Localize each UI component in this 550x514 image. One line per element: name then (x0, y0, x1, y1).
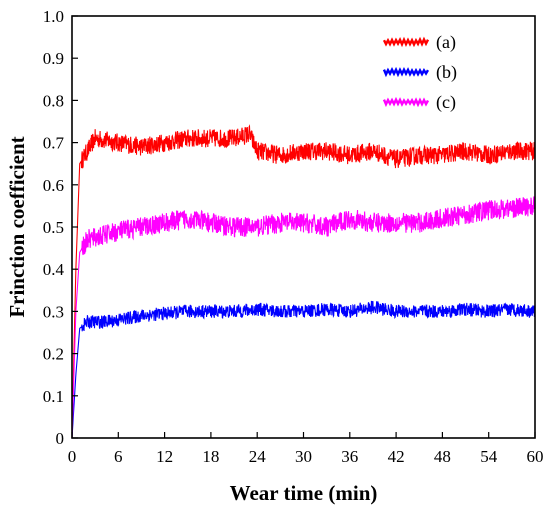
x-tick-label: 60 (527, 447, 544, 466)
x-tick-label: 30 (295, 447, 312, 466)
x-tick-label: 0 (68, 447, 77, 466)
y-tick-label: 0.4 (43, 260, 65, 279)
axis-ticks: 0 6 12 18 24 30 36 42 48 54 60 0 0.1 0.2 0.3 0.4 0.5 0.6 0… (43, 7, 544, 466)
y-tick-label: 0.9 (43, 49, 64, 68)
x-tick-label: 42 (388, 447, 405, 466)
y-tick-label: 0.2 (43, 345, 64, 364)
x-tick-label: 12 (156, 447, 173, 466)
series-layer (71, 124, 536, 439)
y-tick-label: 1.0 (43, 7, 64, 26)
x-tick-label: 24 (249, 447, 267, 466)
legend-label: (b) (436, 62, 457, 83)
series-line (71, 300, 536, 439)
legend-label: (c) (436, 92, 456, 113)
x-tick-label: 6 (114, 447, 123, 466)
y-tick-label: 0.3 (43, 302, 64, 321)
y-tick-label: 0 (56, 429, 65, 448)
series-line (71, 124, 536, 439)
y-tick-label: 0.6 (43, 176, 64, 195)
y-axis-title: Frinction coefficient (5, 136, 29, 317)
y-tick-label: 0.8 (43, 91, 64, 110)
x-tick-label: 18 (202, 447, 219, 466)
y-tick-label: 0.1 (43, 387, 64, 406)
x-axis-title: Wear time (min) (230, 481, 378, 505)
y-tick-label: 0.5 (43, 218, 64, 237)
series-line (71, 196, 536, 439)
x-tick-label: 36 (341, 447, 358, 466)
legend-swatch (382, 36, 430, 48)
legend: (a) (b) (c) (382, 32, 457, 113)
x-tick-label: 54 (480, 447, 498, 466)
legend-label: (a) (436, 32, 456, 53)
legend-swatch (382, 66, 430, 78)
legend-swatch (382, 96, 430, 108)
y-tick-label: 0.7 (43, 134, 65, 153)
x-tick-label: 48 (434, 447, 451, 466)
